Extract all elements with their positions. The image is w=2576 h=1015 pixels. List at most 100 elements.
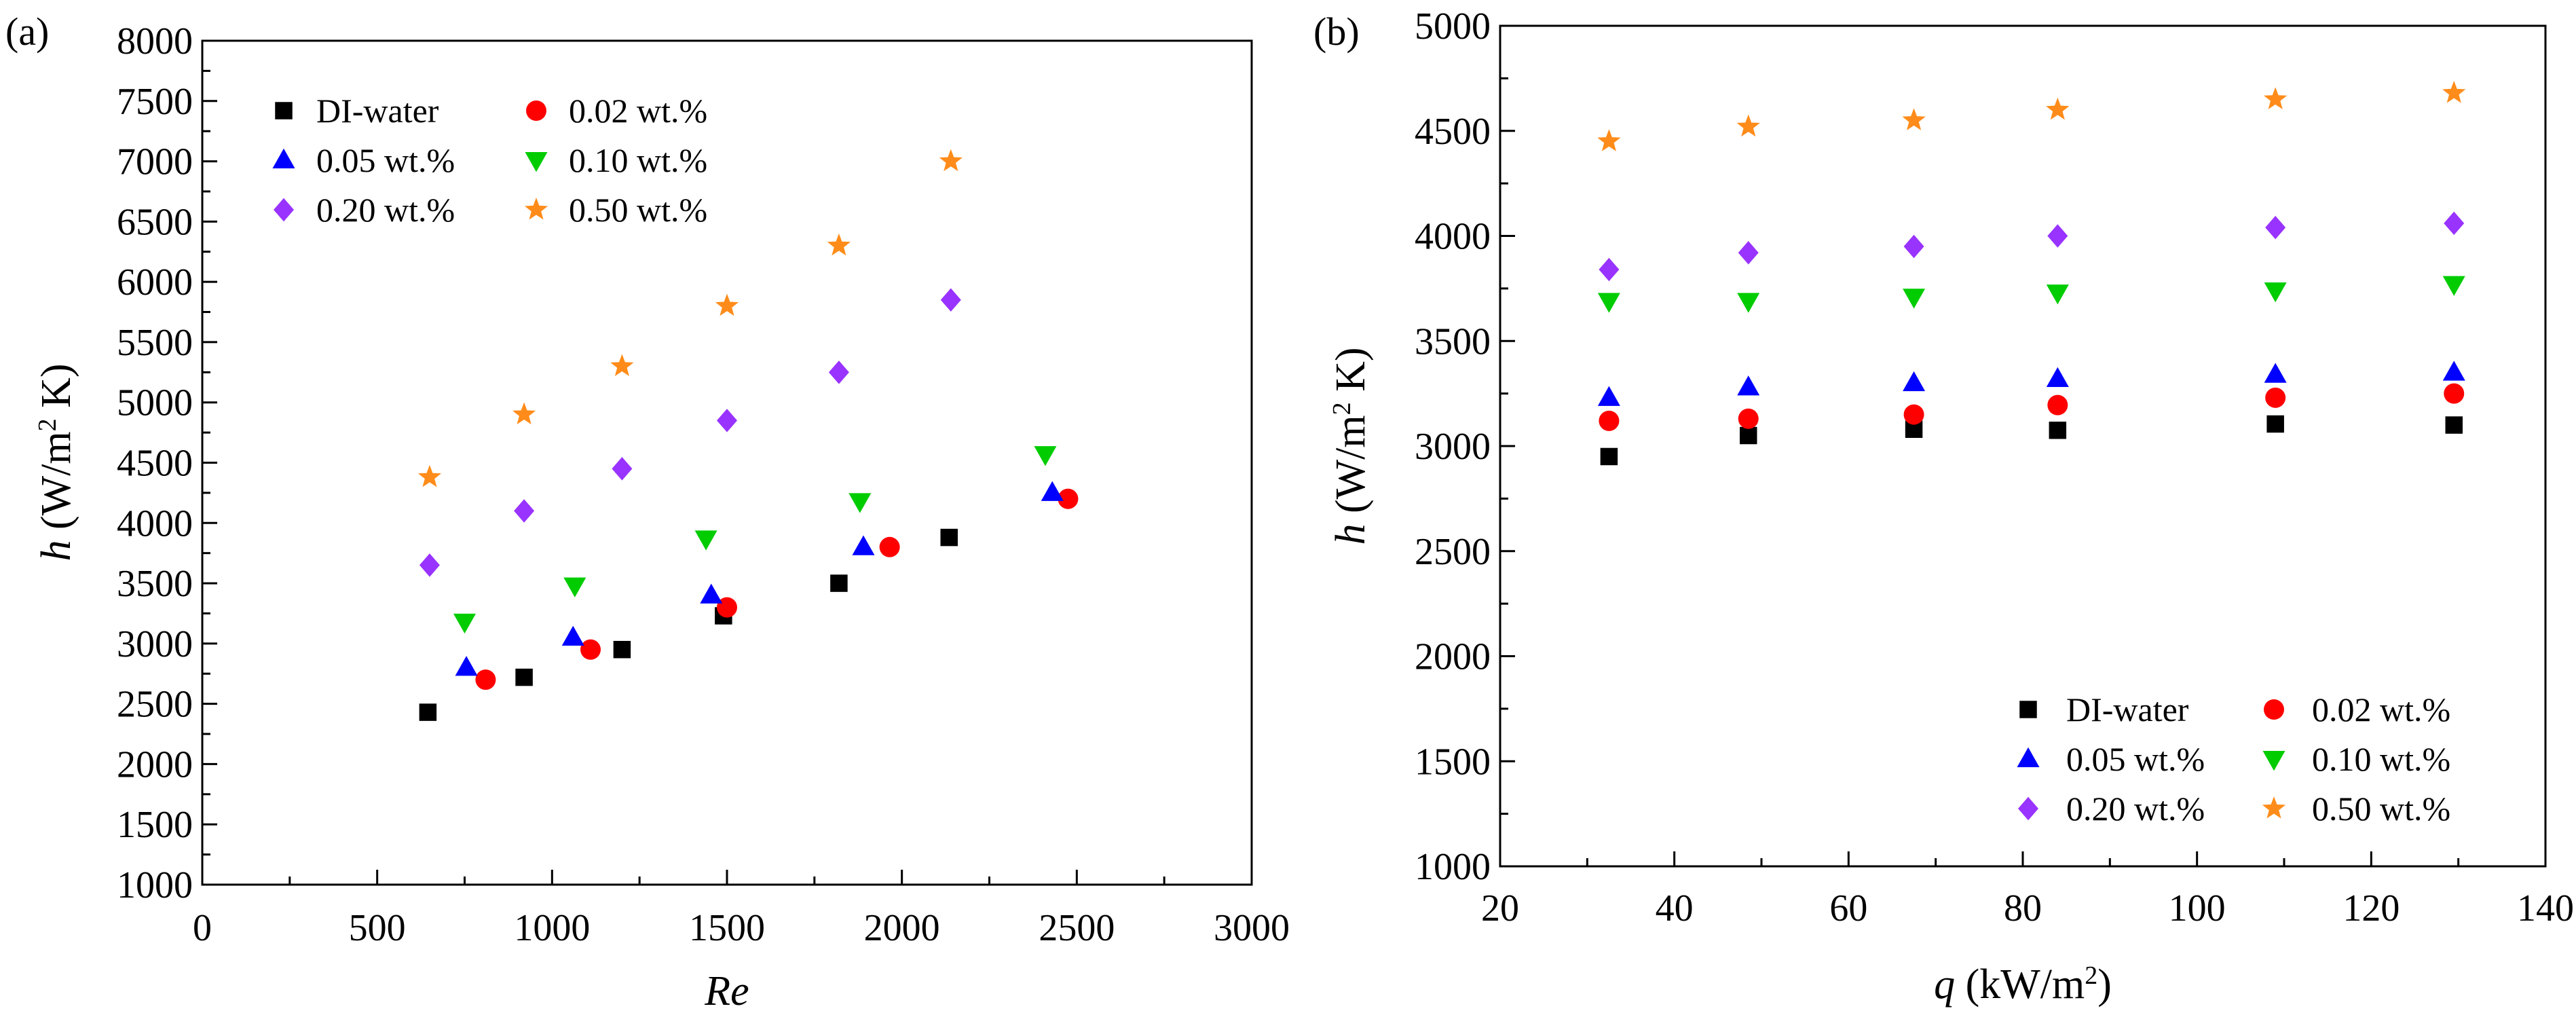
data-point-0-50-wt (1902, 108, 1926, 130)
data-point-0-02-wt (580, 639, 601, 660)
data-point-di-water (613, 640, 631, 659)
data-point-0-20-wt (1738, 241, 1759, 265)
x-tick-label: 80 (2004, 887, 2042, 929)
series-di-water (1600, 415, 2463, 466)
legend-a: DI-water 0.02 wt.% 0.05 wt.% 0.10 wt.% 0.20 … (272, 92, 707, 229)
x-tick-label: 120 (2342, 887, 2400, 929)
x-axis-a: 0 500 1000 1500 2000 2500 3000 (193, 870, 1290, 949)
y-tick-label: 2000 (117, 743, 193, 786)
legend-item-di-water: DI-water (275, 92, 439, 130)
y-tick-label: 8000 (117, 20, 193, 62)
data-point-0-20-wt (2444, 211, 2465, 236)
legend-label: 0.20 wt.% (2066, 790, 2205, 828)
data-point-0-20-wt (514, 499, 535, 523)
series-0-20-wt (419, 288, 961, 577)
y-tick-label: 1500 (117, 804, 193, 846)
legend-item-0-02-wt: 0.02 wt.% (2264, 690, 2450, 728)
data-point-0-10-wt (2442, 276, 2465, 296)
legend-label: 0.50 wt.% (2312, 790, 2450, 828)
data-point-0-20-wt (1599, 257, 1620, 282)
data-point-0-02-wt (2047, 394, 2068, 416)
data-point-0-05-wt (1903, 371, 1926, 392)
data-point-0-05-wt (1597, 386, 1620, 406)
data-point-0-02-wt (2265, 387, 2286, 408)
data-point-0-20-wt (419, 553, 440, 577)
legend-label: 0.20 wt.% (316, 191, 455, 229)
legend-marker (526, 100, 546, 121)
y-tick-label: 5500 (117, 322, 193, 364)
data-point-0-20-wt (717, 409, 737, 432)
legend-marker (2018, 796, 2038, 821)
data-point-0-10-wt (848, 493, 872, 513)
y-tick-label: 4000 (1415, 216, 1491, 258)
series-0-10-wt (1597, 276, 2465, 313)
data-point-0-05-wt (1737, 375, 1760, 396)
data-point-0-05-wt (852, 535, 875, 555)
data-point-di-water (830, 574, 848, 592)
legend-marker (272, 148, 295, 168)
x-tick-label: 2500 (1039, 907, 1115, 949)
y-tick-label: 6000 (117, 261, 193, 303)
y-axis-a: 1000 1500 2000 2500 3000 3500 4000 4500 5000 5500… (117, 20, 217, 906)
legend-item-0-20-wt: 0.20 wt.% (274, 191, 455, 229)
y-tick-label: 4500 (1415, 111, 1491, 153)
legend-marker (524, 198, 548, 220)
y-tick-label: 6500 (117, 201, 193, 243)
data-point-di-water (940, 528, 958, 547)
x-tick-label: 40 (1656, 887, 1694, 929)
legend-marker (275, 102, 293, 119)
data-point-0-10-wt (453, 613, 476, 634)
legend-marker (2264, 699, 2284, 720)
data-point-di-water (1600, 447, 1618, 466)
x-axis-b: 20 40 60 80 100 120 140 (1481, 851, 2574, 929)
data-point-0-05-wt (2264, 363, 2287, 383)
data-point-0-10-wt (694, 530, 717, 551)
y-tick-label: 3500 (1415, 320, 1491, 363)
y-axis-title-b: h (W/m2 K) (1328, 347, 1374, 545)
series-0-50-wt (1597, 81, 2466, 151)
data-point-0-10-wt (1903, 289, 1926, 309)
panel-b: (b) 20 40 60 80 100 120 140 1000 1500 2000 2500 30… (1313, 5, 2574, 1008)
data-point-0-05-wt (2442, 361, 2465, 381)
legend-item-0-05-wt: 0.05 wt.% (272, 141, 455, 179)
x-tick-label: 60 (1829, 887, 1867, 929)
legend-label: 0.10 wt.% (2312, 740, 2450, 778)
data-point-0-50-wt (827, 233, 851, 256)
legend-marker (274, 198, 294, 222)
y-tick-label: 3000 (1415, 426, 1491, 468)
panel-label-b: (b) (1313, 10, 1360, 54)
data-point-0-10-wt (563, 577, 586, 597)
x-tick-label: 140 (2517, 887, 2574, 929)
legend-label: DI-water (316, 92, 439, 130)
y-tick-label: 5000 (1415, 5, 1491, 48)
y-tick-label: 5000 (117, 382, 193, 424)
y-axis-title-a: h (W/m2 K) (33, 363, 79, 561)
x-tick-label: 100 (2169, 887, 2226, 929)
data-point-0-02-wt (2444, 383, 2465, 404)
panel-label-a: (a) (5, 10, 49, 54)
data-point-0-02-wt (717, 597, 737, 618)
x-tick-label: 0 (193, 907, 212, 949)
data-point-di-water (515, 668, 533, 686)
data-point-0-50-wt (1736, 114, 1760, 137)
data-point-0-05-wt (561, 625, 584, 646)
data-point-0-02-wt (1903, 404, 1924, 425)
legend-label: 0.05 wt.% (316, 141, 455, 179)
series-0-10-wt (453, 446, 1057, 634)
data-point-0-10-wt (1597, 293, 1620, 313)
legend-marker (2019, 701, 2037, 718)
legend-label: 0.05 wt.% (2066, 740, 2205, 778)
y-tick-label: 2000 (1415, 636, 1491, 678)
y-axis-b: 1000 1500 2000 2500 3000 3500 4000 4500 5000 (1415, 5, 1515, 888)
data-point-0-50-wt (939, 149, 963, 172)
panel-a: (a) 0 500 1000 1500 2000 2500 3000 1000 1500 200… (5, 10, 1290, 1014)
data-point-di-water (1740, 426, 1757, 445)
data-point-0-50-wt (610, 354, 634, 377)
legend-label: DI-water (2066, 690, 2189, 728)
data-point-0-05-wt (455, 656, 478, 676)
data-point-0-20-wt (828, 361, 849, 384)
data-point-0-02-wt (879, 536, 900, 557)
legend-label: 0.02 wt.% (2312, 690, 2450, 728)
series-0-02-wt (1599, 383, 2465, 431)
